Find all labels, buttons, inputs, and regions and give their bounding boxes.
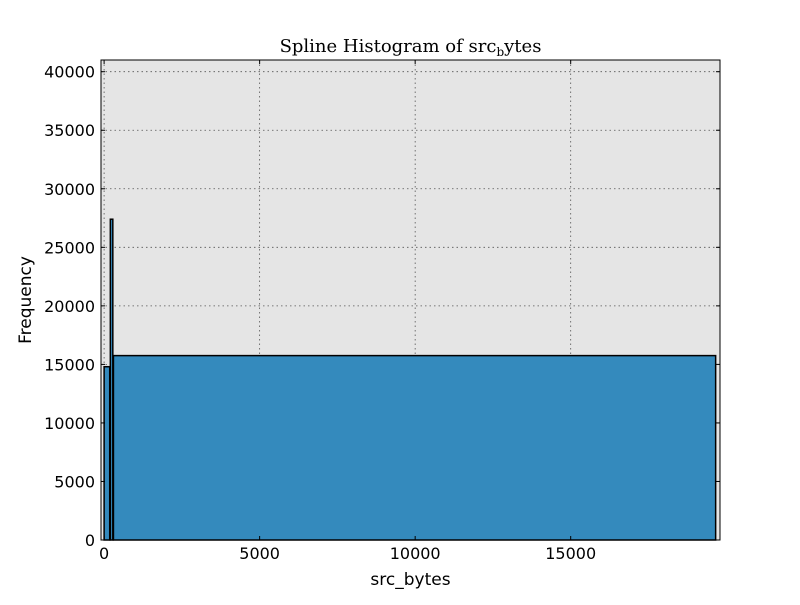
title-subscript: b (496, 45, 504, 59)
y-axis-label: Frequency (16, 256, 36, 344)
histogram-bar-3 (112, 354, 717, 541)
title-main: Spline Histogram of src (280, 36, 497, 57)
y-tick-label: 20000 (44, 297, 95, 316)
ticks: 0 5000 10000 15000 0 5000 10000 15000 20000 25000… (44, 60, 720, 563)
x-tick-label: 15000 (545, 544, 596, 563)
grid-lines (101, 60, 720, 540)
y-tick-label: 35000 (44, 121, 95, 140)
bars (103, 218, 717, 541)
y-tick-label: 0 (85, 531, 95, 550)
y-tick-label: 15000 (44, 355, 95, 374)
y-tick-label: 30000 (44, 180, 95, 199)
y-tick-label: 5000 (54, 472, 95, 491)
y-tick-label: 25000 (44, 238, 95, 257)
x-tick-label: 10000 (390, 544, 441, 563)
x-axis-label: src_bytes (370, 570, 450, 590)
y-tick-label: 40000 (44, 63, 95, 82)
histogram-bar-2 (109, 218, 114, 541)
y-tick-label: 10000 (44, 414, 95, 433)
title-suffix: ytes (503, 36, 541, 57)
x-tick-label: 5000 (239, 544, 280, 563)
x-tick-label: 0 (99, 544, 109, 563)
chart-title: Spline Histogram of srcbytes (280, 36, 542, 59)
plot-frame (100, 59, 721, 541)
histogram-bar-1 (103, 365, 111, 541)
